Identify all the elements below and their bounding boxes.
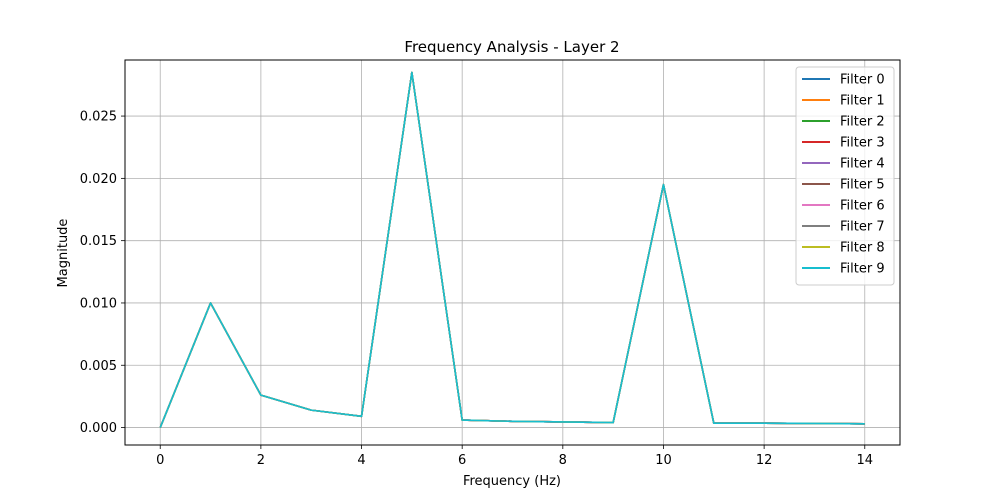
series-lines (159, 71, 865, 428)
chart-title: Frequency Analysis - Layer 2 (404, 38, 619, 56)
x-axis-ticks: 0 2 4 6 8 10 12 14 (156, 445, 873, 468)
legend-label: Filter 8 (840, 241, 885, 256)
plot-frame (124, 59, 901, 446)
legend-label: Filter 2 (840, 115, 885, 130)
y-tick-label: 0.000 (80, 421, 117, 436)
legend-label: Filter 0 (840, 73, 885, 88)
legend-label: Filter 6 (840, 199, 885, 214)
series-line-filter-9 (159, 71, 865, 428)
legend-label: Filter 9 (840, 262, 885, 277)
y-axis-ticks: 0.000 0.005 0.010 0.015 0.020 0.025 (80, 110, 125, 436)
x-tick-label: 4 (357, 453, 365, 468)
x-tick-label: 2 (257, 453, 265, 468)
legend-label: Filter 3 (840, 136, 885, 151)
x-tick-label: 0 (156, 453, 164, 468)
y-tick-label: 0.025 (80, 110, 117, 125)
legend-label: Filter 5 (840, 178, 885, 193)
legend-label: Filter 1 (840, 94, 885, 109)
y-tick-label: 0.005 (80, 359, 117, 374)
legend-label: Filter 4 (840, 157, 885, 172)
y-tick-label: 0.010 (80, 296, 117, 311)
y-tick-label: 0.015 (80, 234, 117, 249)
x-tick-label: 14 (856, 453, 873, 468)
y-tick-label: 0.020 (80, 172, 117, 187)
legend-label: Filter 7 (840, 220, 885, 235)
y-axis-label: Magnitude (56, 219, 71, 288)
x-tick-label: 12 (756, 453, 773, 468)
x-tick-label: 10 (655, 453, 672, 468)
x-tick-label: 8 (559, 453, 567, 468)
x-tick-label: 6 (458, 453, 466, 468)
x-axis-label: Frequency (Hz) (463, 474, 561, 489)
legend: Filter 0 Filter 1 Filter 2 Filter 3 Filter 4… (795, 66, 895, 286)
